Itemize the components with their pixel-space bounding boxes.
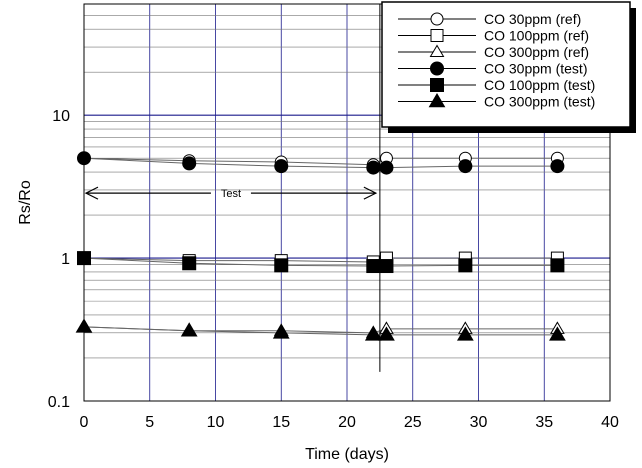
legend-entry-5: CO 300ppm (test): [398, 93, 595, 110]
series-line-5: [83, 326, 558, 336]
data-point-5-6: [549, 326, 566, 341]
legend: CO 30ppm (ref)CO 100ppm (ref)CO 300ppm (…: [381, 1, 636, 133]
x-tick-label: 35: [535, 414, 553, 431]
legend-marker: [430, 12, 444, 26]
y-tick-label: 0.1: [48, 394, 70, 411]
legend-label: CO 30ppm (test): [484, 61, 587, 77]
series-lines: [83, 157, 558, 336]
legend-entry-4: CO 100ppm (test): [398, 77, 595, 93]
y-tick-label: 10: [52, 108, 70, 125]
legend-entry-0: CO 30ppm (ref): [398, 11, 581, 27]
x-tick-labels: 0 5 10 15 20 25 30 35 40: [80, 414, 619, 431]
legend-label: CO 300ppm (test): [484, 94, 595, 110]
legend-marker: [430, 78, 444, 92]
x-tick-label: 40: [601, 414, 619, 431]
legend-label: CO 30ppm (ref): [484, 11, 581, 27]
test-annotation-label: Test: [221, 188, 241, 200]
data-point-5-4: [378, 326, 395, 341]
y-tick-label: 1: [61, 251, 70, 268]
x-tick-label: 20: [338, 414, 356, 431]
data-point-5-1: [180, 322, 198, 337]
x-axis-label: Time (days): [305, 446, 389, 463]
data-point-4-1: [182, 256, 197, 271]
markers: [75, 151, 566, 341]
data-point-4-6: [550, 258, 565, 273]
legend-entry-2: CO 300ppm (ref): [398, 44, 589, 60]
data-point-5-2: [272, 324, 290, 339]
data-point-3-4: [379, 160, 394, 175]
data-point-4-3: [366, 259, 381, 274]
data-point-4-2: [274, 258, 289, 273]
data-point-3-1: [182, 156, 197, 171]
data-point-4-5: [458, 258, 473, 273]
data-point-3-2: [274, 159, 289, 174]
legend-box: [381, 1, 631, 128]
legend-marker: [430, 29, 444, 42]
legend-marker: [428, 93, 446, 108]
x-tick-label: 5: [145, 414, 154, 431]
y-tick-labels: 0.1 1 10: [48, 108, 70, 411]
legend-label: CO 300ppm (ref): [484, 44, 589, 60]
x-tick-label: 15: [272, 414, 290, 431]
x-tick-label: 0: [80, 414, 89, 431]
test-arrow-right-head: [363, 186, 378, 200]
annotations: Test: [84, 4, 381, 372]
x-tick-label: 10: [207, 414, 225, 431]
data-point-5-3: [364, 326, 382, 341]
test-arrow-left-head: [84, 186, 99, 200]
plot-frame: [83, 3, 611, 402]
legend-label: CO 100ppm (ref): [484, 28, 589, 44]
x-tick-label: 30: [470, 414, 488, 431]
y-axis-label: Rs/Ro: [17, 180, 34, 225]
legend-entry-1: CO 100ppm (ref): [398, 28, 589, 44]
data-point-5-5: [456, 326, 474, 341]
legend-entry-3: CO 30ppm (test): [398, 61, 587, 77]
x-tick-label: 25: [404, 414, 422, 431]
legend-label: CO 100ppm (test): [484, 77, 595, 93]
legend-entries: CO 30ppm (ref)CO 100ppm (ref)CO 300ppm (…: [398, 11, 595, 110]
data-point-4-4: [379, 259, 394, 274]
data-point-3-6: [550, 159, 565, 174]
legend-marker: [429, 44, 445, 58]
data-point-3-5: [458, 159, 473, 174]
legend-marker: [430, 61, 444, 76]
data-point-3-3: [366, 160, 381, 175]
